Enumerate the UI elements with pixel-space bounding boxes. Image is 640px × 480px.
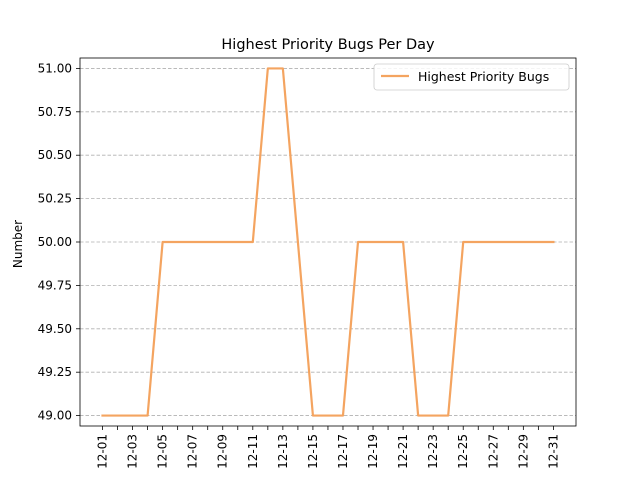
y-tick-label: 49.50 bbox=[38, 322, 72, 336]
x-tick-label: 12-29 bbox=[516, 434, 530, 469]
x-tick-label: 12-15 bbox=[306, 434, 320, 469]
legend: Highest Priority Bugs bbox=[373, 63, 570, 91]
y-tick-label: 49.00 bbox=[38, 409, 72, 423]
y-tick-label: 50.75 bbox=[38, 105, 72, 119]
x-tick-label: 12-21 bbox=[396, 434, 410, 469]
x-tick-label: 12-25 bbox=[456, 434, 470, 469]
legend-label: Highest Priority Bugs bbox=[418, 69, 549, 84]
y-tick-label: 49.25 bbox=[38, 365, 72, 379]
x-tick-label: 12-01 bbox=[96, 434, 110, 469]
x-tick-label: 12-27 bbox=[486, 434, 500, 469]
x-tick-label: 12-11 bbox=[246, 434, 260, 469]
x-tick-label: 12-17 bbox=[336, 434, 350, 469]
gridlines bbox=[80, 68, 576, 416]
x-tick-label: 12-13 bbox=[276, 434, 290, 469]
x-tick-label: 12-07 bbox=[186, 434, 200, 469]
x-tick-label: 12-05 bbox=[156, 434, 170, 469]
y-tick-label: 50.00 bbox=[38, 235, 72, 249]
x-tick-label: 12-23 bbox=[426, 434, 440, 469]
x-tick-label: 12-09 bbox=[216, 434, 230, 469]
x-tick-label: 12-31 bbox=[546, 434, 560, 469]
legend-box bbox=[373, 63, 570, 91]
chart-title: Highest Priority Bugs Per Day bbox=[221, 37, 435, 53]
y-tick-label: 51.00 bbox=[38, 61, 72, 75]
plot-lines bbox=[101, 67, 555, 417]
series-line-highest-priority-bugs bbox=[101, 67, 555, 417]
y-tick-label: 50.50 bbox=[38, 148, 72, 162]
x-tick-label: 12-19 bbox=[366, 434, 380, 469]
y-ticks: 49.00 49.25 49.50 49.75 50.00 50.25 50.50 50.75… bbox=[38, 61, 80, 423]
y-tick-label: 49.75 bbox=[38, 278, 72, 292]
y-axis-label: Number bbox=[11, 220, 25, 268]
x-ticks: 12-01 12-03 12-05 12-07 12-09 12-11 12-13 12-15… bbox=[96, 426, 560, 469]
x-tick-label: 12-03 bbox=[126, 434, 140, 469]
y-tick-label: 50.25 bbox=[38, 192, 72, 206]
